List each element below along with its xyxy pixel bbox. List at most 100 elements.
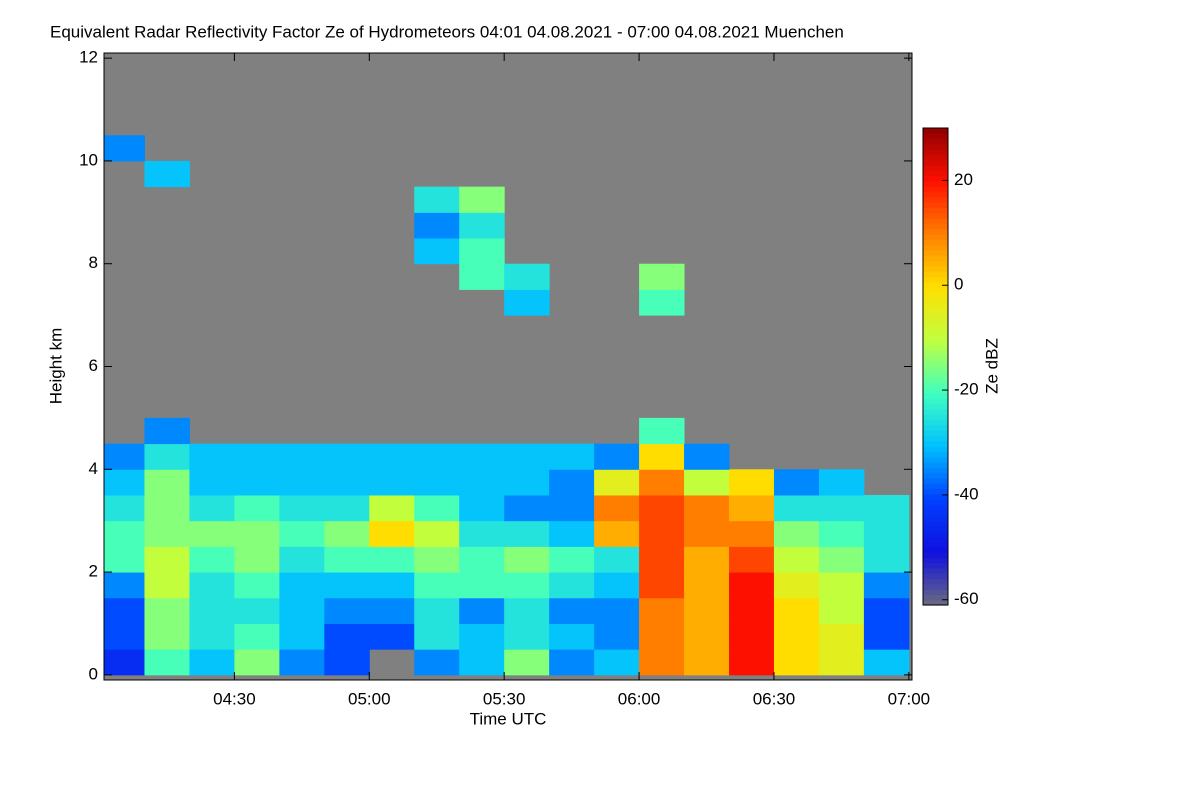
colorbar-segment — [923, 249, 948, 256]
heatmap-cell — [414, 572, 460, 599]
heatmap-cell — [459, 597, 505, 624]
axes: 0 2 4 6 8 10 12 04:30 05:00 05:30 06:00 06:30 07:00 -… — [79, 48, 979, 709]
colorbar-segment — [923, 514, 948, 521]
chart-title: Equivalent Radar Reflectivity Factor Ze … — [50, 22, 844, 41]
colorbar-segment — [923, 377, 948, 383]
colorbar-segment — [923, 287, 948, 293]
colorbar-segment — [923, 446, 948, 452]
heatmap-cell — [684, 649, 730, 676]
heatmap-cell — [144, 469, 190, 496]
colorbar-segment — [923, 355, 948, 362]
colorbar-segment — [923, 557, 948, 564]
colorbar-segment — [923, 408, 948, 415]
colorbar-segment — [923, 302, 948, 309]
colorbar-segment — [923, 329, 948, 336]
colorbar-segment — [923, 435, 948, 442]
colorbar-segment — [923, 599, 948, 606]
heatmap-cell — [504, 520, 550, 547]
heatmap-cell — [324, 572, 370, 599]
heatmap-cell — [818, 649, 865, 676]
heatmap-cell — [773, 649, 820, 676]
heatmap-cell — [818, 597, 865, 624]
heatmap-cell — [324, 520, 370, 547]
heatmap-cell — [189, 649, 235, 676]
heatmap-cell — [639, 597, 685, 624]
heatmap-cell — [504, 572, 550, 599]
colorbar-segment — [923, 562, 948, 569]
heatmap-cell — [504, 494, 550, 522]
colorbar-frame — [922, 127, 949, 606]
colorbar-segment — [923, 398, 948, 405]
heatmap-cell — [594, 443, 640, 470]
heatmap-cell — [234, 469, 280, 496]
heatmap-cell — [104, 494, 145, 522]
heatmap-cell — [728, 597, 775, 624]
colorbar-segment — [923, 181, 948, 187]
heatmap-cell — [549, 443, 595, 470]
heatmap-cell — [504, 623, 550, 650]
y-axis-label: Height km — [46, 328, 65, 405]
heatmap-cell — [594, 546, 640, 573]
colorbar-segment — [923, 234, 948, 240]
heatmap-cell — [324, 546, 370, 573]
heatmap-cell — [459, 546, 505, 573]
colorbar-segment — [923, 578, 948, 585]
colorbar-segment — [923, 228, 948, 235]
heatmap-cell — [773, 572, 820, 599]
heatmap-cell — [818, 572, 865, 599]
heatmap-cell — [414, 623, 460, 650]
heatmap-cell — [189, 494, 235, 522]
colorbar-segment — [923, 387, 948, 394]
colorbar-segment — [923, 504, 948, 511]
heatmap-cell — [144, 160, 190, 188]
colorbar-segment — [923, 493, 948, 500]
heatmap-cell — [863, 572, 910, 599]
heatmap-cell — [189, 597, 235, 624]
heatmap-cell — [773, 623, 820, 650]
y-tick-label: 0 — [89, 664, 98, 683]
heatmap-cell — [369, 494, 415, 522]
heatmap-cell — [863, 520, 910, 547]
colorbar-segment — [923, 318, 948, 325]
heatmap-cell — [773, 546, 820, 573]
heatmap-cell — [684, 546, 730, 573]
plot-area — [104, 53, 912, 680]
heatmap-cell — [369, 443, 415, 470]
colorbar-segment — [923, 223, 948, 230]
heatmap-cell — [279, 443, 325, 470]
colorbar-segment — [923, 170, 948, 177]
colorbar-segment — [923, 589, 948, 595]
heatmap-cell — [279, 520, 325, 547]
heatmap-cell — [234, 520, 280, 547]
colorbar-segment — [923, 191, 948, 198]
heatmap-cell — [414, 649, 460, 676]
heatmap-cell — [684, 520, 730, 547]
x-tick-label: 06:30 — [753, 689, 796, 708]
colorbar-segment — [923, 414, 948, 421]
colorbar-segment — [923, 451, 948, 458]
heatmap-cell — [104, 572, 145, 599]
heatmap-cell — [414, 212, 460, 239]
heatmap-cell — [189, 469, 235, 496]
y-tick-label: 2 — [89, 562, 98, 581]
heatmap-cell — [369, 572, 415, 599]
heatmap-cell — [549, 520, 595, 547]
heatmap-cell — [414, 494, 460, 522]
heatmap-cell — [234, 546, 280, 573]
heatmap-cell — [324, 597, 370, 624]
heatmap-cell — [369, 546, 415, 573]
colorbar-segment — [923, 488, 948, 495]
colorbar-segment — [923, 536, 948, 542]
colorbar-segment — [923, 159, 948, 166]
heatmap-cell — [414, 443, 460, 470]
heatmap-cell — [324, 649, 370, 676]
colorbar-tick-label: -60 — [954, 589, 979, 608]
heatmap-cell — [684, 494, 730, 522]
colorbar-tick-label: 20 — [954, 170, 973, 189]
x-tick-label: 07:00 — [888, 689, 931, 708]
heatmap-cell — [144, 520, 190, 547]
heatmap-cell — [818, 469, 865, 496]
colorbar-segment — [923, 297, 948, 304]
colorbar-segment — [923, 218, 948, 224]
